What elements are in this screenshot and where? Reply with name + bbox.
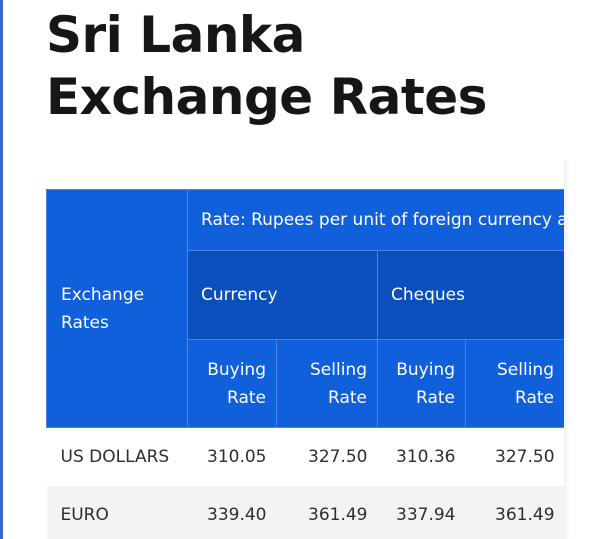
rate-note-header: Rate: Rupees per unit of foreign currenc… [186,189,564,251]
left-edge-accent [0,0,3,539]
col-header-currency-buying: Buying Rate [187,339,277,428]
cheques-selling-rate: 361.49 [465,486,564,539]
row-header-exchange-rates: Exchange Rates [46,189,188,428]
group-header-currency: Currency [187,250,378,340]
currency-name: EURO [46,486,188,539]
currency-selling-rate: 327.50 [276,427,378,486]
table-row: EURO 339.40 361.49 337.94 361.49 [46,486,564,539]
cheques-buying-rate: 337.94 [377,486,466,539]
cheques-buying-rate: 310.36 [377,427,466,486]
currency-name: US DOLLARS [46,427,188,486]
col-header-cheques-buying: Buying Rate [377,339,466,428]
currency-buying-rate: 339.40 [187,486,277,539]
exchange-rates-table: Exchange Rates Rate: Rupees per unit of … [46,189,564,539]
page-title: Sri Lanka Exchange Rates [46,6,487,126]
exchange-rates-table-container[interactable]: Exchange Rates Rate: Rupees per unit of … [46,189,564,539]
currency-buying-rate: 310.05 [187,427,277,486]
group-header-cheques: Cheques [376,250,564,340]
col-header-cheques-selling: Selling Rate [464,339,564,428]
scroll-shadow [564,160,570,539]
currency-selling-rate: 361.49 [276,486,378,539]
col-header-currency-selling: Selling Rate [276,339,378,428]
cheques-selling-rate: 327.50 [465,427,564,486]
table-row: US DOLLARS 310.05 327.50 310.36 327.50 [46,427,564,486]
